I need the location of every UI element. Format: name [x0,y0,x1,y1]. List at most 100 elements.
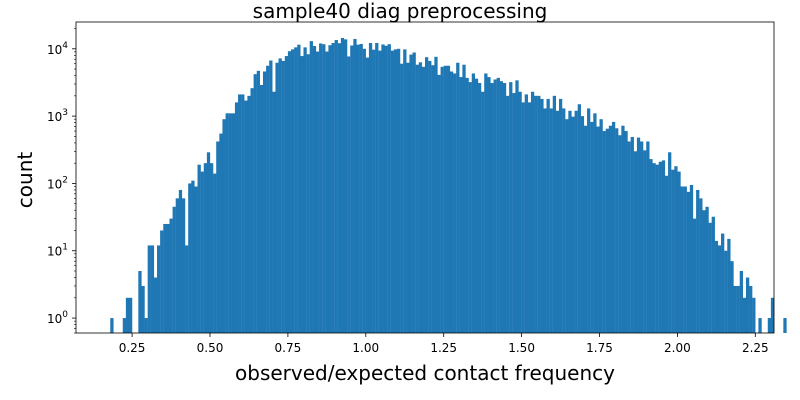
histogram-bar [699,198,703,333]
histogram-bar [228,113,232,333]
histogram-bar [319,43,323,334]
histogram-bar [306,54,310,334]
histogram-bar [421,66,426,334]
histogram-bar [181,198,186,333]
y-axis-ticks: 100 101 102 103 104 [47,28,76,334]
histogram-bar [453,73,457,334]
histogram-bar [281,60,285,333]
histogram-bar [238,94,242,333]
histogram-bar [315,51,320,334]
histogram-bar [231,113,236,333]
histogram-bar [767,318,772,333]
histogram-bar [141,285,145,333]
histogram-bar [266,65,270,334]
histogram-bar [643,150,647,333]
histogram-bar [580,116,585,333]
histogram-bar [727,238,731,333]
histogram-bar [390,50,394,333]
histogram-bar [783,318,787,333]
histogram-bar [696,189,700,333]
histogram-bar [110,318,114,333]
x-tick-label: 0.75 [275,341,302,355]
histogram-bar [484,73,488,334]
histogram-bar [284,56,289,334]
histogram-bar [359,43,363,333]
y-tick-label: 103 [47,108,68,124]
histogram-bar [331,42,335,333]
histogram-bar [537,95,541,333]
histogram-bar [624,131,628,333]
histogram-bar [608,125,613,334]
histogram-bar [568,110,572,333]
histogram-bar [490,83,494,333]
x-tick-label: 2.00 [664,341,691,355]
histogram-bar [343,39,348,334]
histogram-bar [621,125,625,334]
histogram-bar [671,169,675,333]
histogram-bar [234,102,239,334]
histogram-bar [499,81,504,333]
x-tick-label: 2.25 [742,341,769,355]
histogram-bar [300,56,304,334]
histogram-bar [122,318,127,333]
histogram-bar [664,175,669,333]
histogram-bar [443,65,447,334]
histogram-bar [627,141,631,333]
histogram-bar [474,78,479,333]
histogram-bar [630,136,634,333]
histogram-bar [275,62,279,333]
histogram-bar [749,285,753,333]
histogram-bar [683,186,687,333]
histogram-bar [368,42,373,333]
histogram-bar [618,135,622,333]
histogram-bar [294,47,298,334]
histogram-bar [739,271,743,333]
x-tick-label: 1.00 [352,341,379,355]
histogram-bar [160,230,164,333]
histogram-bar [733,285,737,333]
histogram-bar [674,166,678,333]
histogram-bar [378,50,382,333]
histogram-bar [459,77,463,333]
histogram-bar [269,60,273,333]
histogram-bar [297,44,301,333]
histogram-bar [434,56,438,334]
histogram-bar [446,65,451,334]
histogram-bar [546,98,550,333]
histogram-bar [615,128,619,333]
x-axis-ticks: 0.25 0.50 0.75 1.00 1.25 1.50 1.75 2.00 2.25 [119,333,769,355]
histogram-bar [291,49,295,333]
histogram-bar [163,223,167,333]
histogram-bar [372,49,376,334]
histogram-bar [241,94,245,333]
histogram-bar [309,41,313,334]
histogram-bar [178,189,183,333]
histogram-bar [752,297,756,333]
histogram-bar [468,82,472,333]
histogram-bar [247,95,251,333]
histogram-bar [166,223,170,333]
chart-title: sample40 diag preprocessing [253,0,548,23]
histogram-bar [506,95,510,333]
histogram-bar [661,160,666,333]
histogram-bar [562,108,566,333]
histogram-bar [250,88,254,333]
histogram-bar [415,64,419,334]
histogram-bar [590,121,594,333]
histogram-bar [431,65,435,333]
histogram-bar [197,164,201,333]
histogram-bar [596,126,600,333]
histogram-bar [633,151,638,333]
histogram-bar [471,73,476,334]
histogram-bar [225,113,229,333]
histogram-bar [605,128,609,333]
histogram-bar [144,318,148,333]
histogram-bar [593,113,597,333]
histogram-bar [689,184,694,333]
histogram-bar [262,71,267,334]
histogram-bar [534,95,538,333]
histogram-bar [437,74,441,334]
histogram-bar [565,119,569,333]
histogram-bar [153,277,158,333]
